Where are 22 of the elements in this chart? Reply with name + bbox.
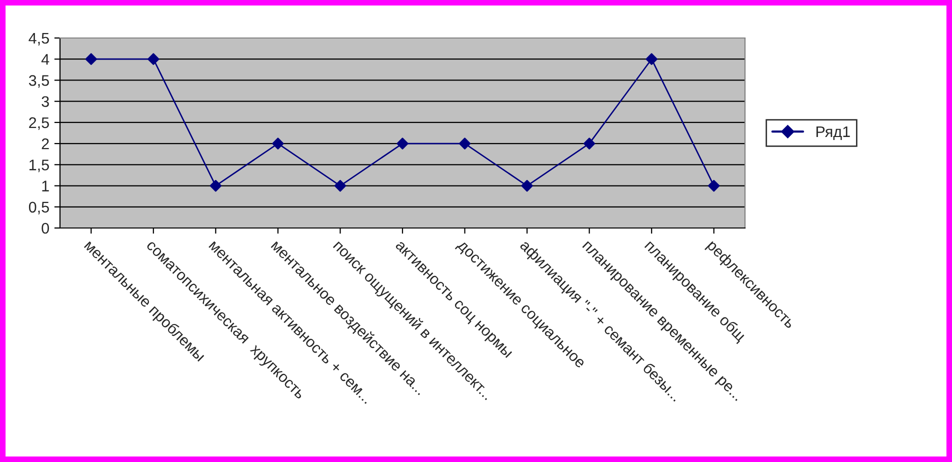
point	[396, 138, 408, 150]
y-tick-label: 4	[41, 54, 50, 65]
y-tick-label: 1	[42, 180, 49, 192]
point	[458, 138, 471, 150]
point	[521, 180, 533, 192]
y-tick-label: 2,5	[29, 117, 49, 130]
point	[334, 180, 346, 192]
point	[148, 53, 160, 66]
y-tick-label: 3	[42, 96, 49, 108]
point	[583, 138, 596, 150]
point	[210, 180, 222, 192]
y-tick-label: 2	[42, 138, 49, 150]
point	[708, 180, 720, 192]
point	[646, 53, 658, 66]
point	[85, 53, 98, 66]
legend-label: Ряд1	[816, 126, 850, 140]
y-tick-label: 1,5	[30, 160, 49, 172]
y-tick-label: 0	[42, 222, 49, 234]
y-tick-label: 4,5	[28, 33, 49, 46]
y-tick-label: 3,5	[28, 75, 49, 88]
y-tick-label: 0,5	[28, 202, 49, 214]
point	[272, 138, 284, 150]
